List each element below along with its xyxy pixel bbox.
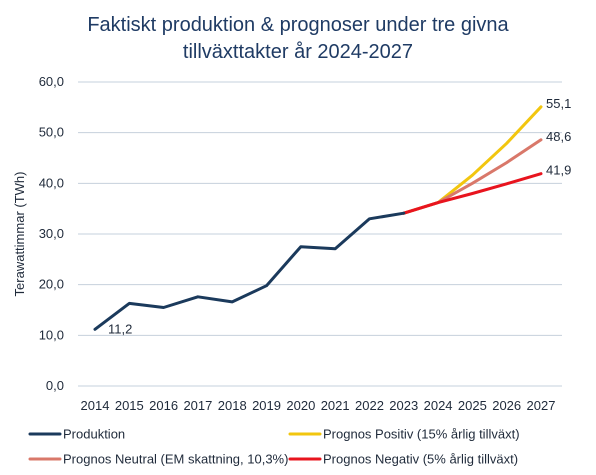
x-tick-label: 2017	[183, 398, 212, 413]
y-tick-label: 60,0	[39, 74, 64, 89]
x-tick-label: 2019	[252, 398, 281, 413]
x-tick-label: 2025	[458, 398, 487, 413]
legend-label: Produktion	[63, 427, 125, 442]
x-tick-label: 2014	[81, 398, 110, 413]
series-line	[93, 211, 406, 331]
y-tick-label: 0,0	[46, 378, 64, 393]
legend: Produktion Prognos Positiv (15% årlig til…	[28, 427, 520, 467]
data-label: 11,2	[108, 321, 132, 336]
x-tick-label: 2018	[218, 398, 247, 413]
x-tick-label: 2022	[355, 398, 384, 413]
x-tick-label: 2020	[286, 398, 315, 413]
x-tick-label: 2024	[424, 398, 453, 413]
chart-title-line-2: tillväxttakter år 2024-2027	[182, 41, 414, 63]
y-tick-label: 50,0	[39, 125, 64, 140]
x-tick-label: 2021	[321, 398, 350, 413]
series-lines	[93, 105, 543, 331]
x-tick-label: 2016	[149, 398, 178, 413]
data-label: 55,1	[546, 96, 571, 111]
series-line	[402, 172, 543, 215]
y-tick-label: 30,0	[39, 226, 64, 241]
chart-title-line-1: Faktiskt produktion & prognoser under tr…	[87, 14, 509, 36]
x-tick-label: 2026	[492, 398, 521, 413]
legend-label: Prognos Neutral (EM skattning, 10,3%)	[63, 452, 288, 467]
y-axis-label: Terawattimmar (TWh)	[12, 172, 27, 297]
x-tick-label: 2023	[389, 398, 418, 413]
gridlines	[78, 81, 562, 387]
x-tick-label: 2015	[115, 398, 144, 413]
legend-label: Prognos Negativ (5% årlig tillväxt)	[323, 452, 518, 467]
y-tick-label: 40,0	[39, 175, 64, 190]
data-labels: 11,2 55,1 48,6 41,9	[108, 96, 571, 336]
chart-title: Faktiskt produktion & prognoser under tr…	[0, 12, 596, 66]
data-label: 41,9	[546, 163, 571, 178]
y-tick-label: 10,0	[39, 327, 64, 342]
y-tick-label: 20,0	[39, 277, 64, 292]
series-line	[402, 105, 543, 215]
x-tick-label: 2027	[527, 398, 556, 413]
legend-label: Prognos Positiv (15% årlig tillväxt)	[323, 427, 520, 442]
data-label: 48,6	[546, 129, 571, 144]
axes: 0,0 10,0 20,0 30,0 40,0 50,0 60,0 2014 2015 2016 2…	[39, 74, 556, 413]
